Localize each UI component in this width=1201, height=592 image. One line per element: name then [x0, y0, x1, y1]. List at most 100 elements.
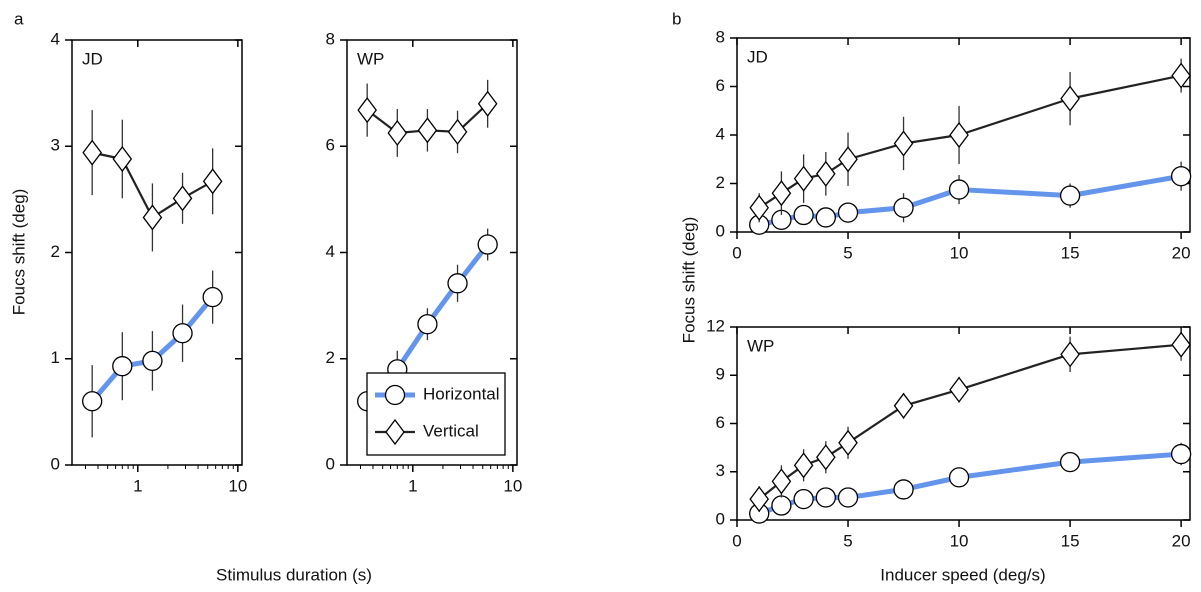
- y-tick-label: 0: [51, 454, 60, 473]
- x-tick-label: 0: [732, 243, 741, 262]
- marker: [793, 165, 814, 192]
- marker: [1171, 331, 1191, 358]
- y-axis-label: Foucs shift (deg): [9, 189, 28, 316]
- marker: [417, 117, 438, 144]
- marker: [838, 146, 858, 173]
- marker: [112, 356, 133, 377]
- y-tick-label: 1: [51, 348, 60, 367]
- x-tick-label: 15: [1061, 243, 1080, 262]
- marker: [477, 234, 498, 255]
- marker: [815, 487, 836, 508]
- legend-marker: [384, 384, 406, 406]
- y-tick-label: 4: [716, 124, 725, 143]
- x-tick-label: 0: [732, 531, 741, 550]
- marker: [815, 207, 836, 228]
- marker: [749, 194, 770, 221]
- marker: [357, 97, 377, 124]
- marker: [793, 204, 814, 226]
- marker: [1171, 62, 1191, 89]
- y-tick-label: 0: [716, 221, 725, 240]
- marker: [417, 314, 438, 335]
- marker: [838, 429, 858, 456]
- y-tick-label: 9: [716, 365, 725, 384]
- panel-label: a: [14, 9, 24, 28]
- marker: [793, 452, 814, 479]
- marker: [477, 90, 498, 117]
- marker: [1170, 443, 1192, 465]
- marker: [1170, 166, 1192, 187]
- y-tick-label: 6: [716, 76, 725, 95]
- marker: [749, 486, 770, 513]
- y-tick-label: 2: [51, 242, 60, 261]
- marker: [82, 391, 103, 412]
- marker: [447, 273, 468, 294]
- y-axis-label: Focus shift (deg): [679, 217, 698, 344]
- y-tick-label: 8: [716, 27, 725, 46]
- marker: [447, 118, 468, 145]
- marker: [949, 121, 969, 149]
- marker: [1060, 85, 1080, 112]
- y-tick-label: 4: [326, 242, 335, 261]
- y-tick-label: 6: [326, 136, 335, 155]
- x-tick-label: 10: [503, 476, 522, 495]
- marker: [893, 479, 914, 500]
- marker: [893, 197, 914, 218]
- marker: [793, 488, 814, 510]
- x-tick-label: 5: [843, 243, 852, 262]
- x-tick-label: 1: [133, 476, 142, 495]
- marker: [142, 350, 163, 372]
- marker: [948, 179, 970, 200]
- marker: [948, 467, 970, 488]
- marker: [172, 323, 193, 344]
- y-tick-label: 8: [326, 29, 335, 48]
- legend-marker: [385, 418, 405, 446]
- marker: [816, 160, 836, 187]
- marker: [202, 286, 223, 308]
- panel-id: JD: [82, 49, 103, 68]
- marker: [1059, 185, 1081, 206]
- marker: [771, 180, 792, 207]
- marker: [771, 468, 792, 495]
- marker: [949, 376, 969, 403]
- x-tick-label: 5: [843, 531, 852, 550]
- legend-label: Horizontal: [423, 384, 500, 403]
- x-tick-label: 20: [1172, 531, 1191, 550]
- x-tick-label: 20: [1172, 243, 1191, 262]
- legend-label: Vertical: [423, 421, 479, 440]
- x-tick-label: 10: [228, 476, 247, 495]
- x-axis-label: Inducer speed (deg/s): [880, 565, 1045, 584]
- y-tick-label: 0: [716, 509, 725, 528]
- y-tick-label: 4: [51, 29, 60, 48]
- panel-id: WP: [357, 49, 384, 68]
- y-tick-label: 2: [716, 173, 725, 192]
- marker: [837, 202, 859, 223]
- y-tick-label: 6: [716, 413, 725, 432]
- y-tick-label: 12: [706, 316, 725, 335]
- y-tick-label: 3: [716, 461, 725, 480]
- panel-label: b: [672, 9, 681, 28]
- marker: [142, 204, 163, 231]
- marker: [172, 185, 193, 212]
- x-tick-label: 15: [1061, 531, 1080, 550]
- x-tick-label: 10: [950, 243, 969, 262]
- marker: [893, 392, 914, 419]
- y-tick-label: 2: [326, 348, 335, 367]
- marker: [1059, 451, 1081, 473]
- y-tick-label: 3: [51, 136, 60, 155]
- x-tick-label: 1: [408, 476, 417, 495]
- marker: [837, 487, 859, 508]
- panel-id: WP: [747, 336, 774, 355]
- marker: [82, 139, 102, 166]
- marker: [816, 444, 836, 471]
- marker: [202, 168, 223, 195]
- marker: [387, 119, 408, 147]
- x-tick-label: 10: [950, 531, 969, 550]
- marker: [893, 130, 914, 157]
- marker: [112, 145, 133, 173]
- marker: [1060, 341, 1080, 368]
- x-axis-label: Stimulus duration (s): [216, 565, 372, 584]
- marker: [771, 495, 792, 516]
- panel-id: JD: [747, 47, 768, 66]
- y-tick-label: 0: [326, 454, 335, 473]
